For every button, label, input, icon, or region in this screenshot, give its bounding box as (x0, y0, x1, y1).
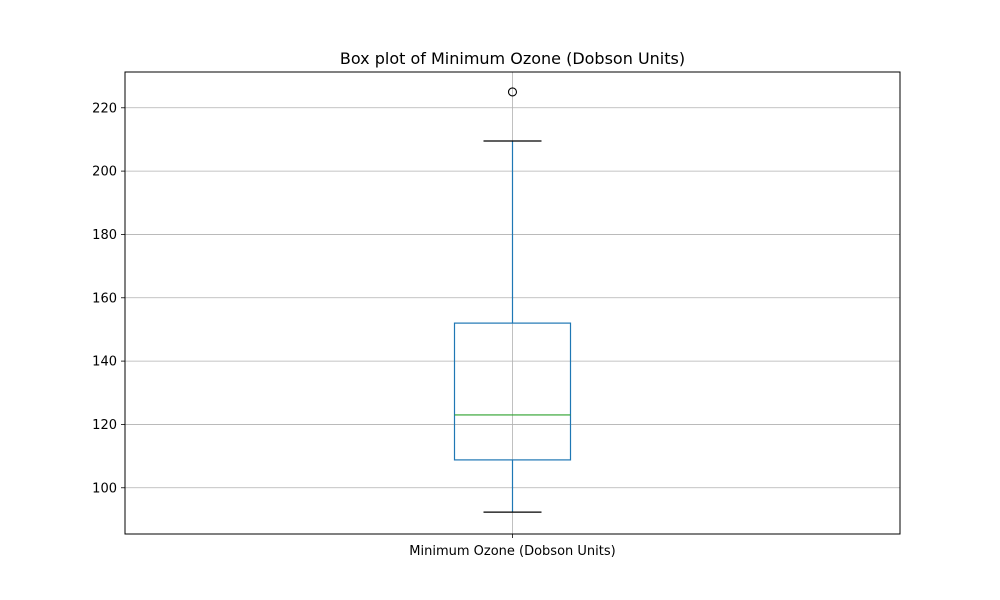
chart-title: Box plot of Minimum Ozone (Dobson Units) (340, 49, 685, 68)
box-elements (453, 87, 572, 513)
y-tick-label: 140 (92, 355, 117, 370)
y-tick-label: 120 (92, 418, 117, 433)
y-tick-label: 220 (92, 101, 117, 116)
y-tick-label: 180 (92, 228, 117, 243)
y-tick-label: 200 (92, 165, 117, 180)
iqr-box (453, 322, 572, 461)
outlier-point (507, 87, 518, 97)
y-tick-label: 100 (92, 481, 117, 496)
y-tick-label: 160 (92, 291, 117, 306)
axes: 100 120 140 160 180 200 220 Minimum Ozone (Dobs… (92, 101, 616, 559)
x-tick-label: Minimum Ozone (Dobson Units) (409, 544, 615, 559)
